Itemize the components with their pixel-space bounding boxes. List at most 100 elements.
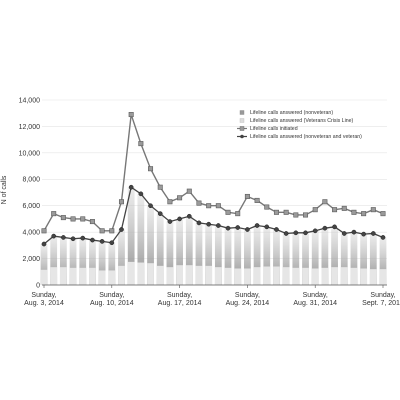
point-initiated (264, 204, 270, 210)
bar-nonveteran (79, 238, 87, 285)
point-initiated (380, 211, 386, 217)
legend-swatch-square (239, 118, 245, 123)
bar-vcl (292, 267, 300, 285)
point-initiated (254, 197, 260, 203)
bar-nonveteran (166, 221, 174, 285)
point-initiated (109, 228, 115, 234)
bar-vcl (79, 267, 87, 285)
point-initiated (157, 184, 163, 190)
point-answered (322, 225, 328, 231)
point-answered (254, 223, 260, 228)
bar-vcl (195, 265, 203, 285)
point-initiated (167, 199, 173, 205)
bar-vcl (244, 268, 251, 285)
bar-nonveteran (214, 225, 222, 285)
x-tick-label-line2: Aug. 24, 2014 (226, 300, 270, 307)
bar-nonveteran (282, 233, 290, 285)
bar-vcl (127, 261, 135, 285)
bar-nonveteran (311, 230, 319, 285)
point-answered (274, 227, 279, 232)
bar-nonveteran (234, 227, 242, 285)
bar-nonveteran (147, 205, 154, 285)
x-tick-label-line1: Sunday, (370, 292, 395, 299)
bar-nonveteran (40, 244, 48, 285)
y-axis-label: N of calls (1, 175, 8, 204)
x-tick-label-line2: Aug. 10, 2014 (90, 300, 134, 307)
point-initiated (351, 209, 357, 215)
point-initiated (80, 216, 86, 222)
bar-vcl (282, 267, 290, 285)
line-initiated (43, 114, 384, 232)
point-initiated (235, 211, 241, 217)
point-answered (370, 231, 376, 236)
point-initiated (312, 207, 318, 213)
point-answered (177, 216, 182, 222)
point-answered (341, 231, 347, 236)
point-answered (90, 237, 95, 243)
y-ticks: 0 2,000 4,000 6,000 8,000 10,000 12,000 14,000 (19, 97, 41, 289)
point-initiated (341, 205, 347, 211)
point-answered (303, 230, 308, 236)
point-answered (215, 223, 221, 228)
bar-nonveteran (156, 213, 164, 285)
point-initiated (128, 112, 134, 118)
point-initiated (138, 141, 144, 147)
x-tick-label-line1: Sunday, (99, 292, 124, 299)
point-initiated (196, 200, 202, 206)
point-answered (361, 231, 366, 237)
point-initiated (118, 199, 124, 205)
x-tick-label-line1: Sunday, (303, 292, 328, 299)
bar-nonveteran (127, 187, 135, 285)
point-initiated (244, 193, 250, 199)
bar-vcl (205, 265, 213, 285)
bar-vcl (253, 267, 261, 285)
bar-vcl (360, 268, 368, 285)
legend-label: Lifeline calls initiated (250, 126, 298, 132)
point-answered (157, 211, 163, 216)
point-answered (235, 225, 241, 230)
y-tick-label: 6,000 (22, 203, 40, 210)
bar-nonveteran (69, 238, 77, 285)
point-initiated (370, 207, 376, 213)
bar-nonveteran (292, 232, 300, 285)
bar-vcl (59, 267, 67, 285)
y-tick-label: 10,000 (19, 150, 41, 157)
bar-nonveteran (98, 241, 106, 285)
bar-nonveteran (253, 225, 261, 285)
bar-nonveteran (379, 237, 387, 285)
legend-swatch-square-marker (239, 126, 245, 131)
bar-vcl (273, 266, 280, 285)
point-answered (245, 227, 250, 232)
x-tick-label-line2: Aug. 31, 2014 (293, 300, 337, 307)
bar-nonveteran (321, 228, 329, 285)
bar-vcl (369, 269, 377, 285)
bar-nonveteran (205, 224, 213, 285)
x-tick-label-line1: Sunday, (235, 292, 260, 299)
bar-vcl (224, 267, 232, 285)
point-answered (138, 191, 144, 197)
point-answered (332, 224, 337, 230)
point-answered (380, 235, 386, 240)
bar-nonveteran (176, 218, 183, 285)
legend-swatch-square (239, 110, 245, 115)
point-answered (186, 213, 192, 219)
bar-vcl (185, 265, 193, 285)
y-tick-label: 4,000 (22, 230, 40, 237)
bar-nonveteran (244, 229, 251, 285)
bar-nonveteran (350, 232, 358, 285)
legend-label: Lifeline calls answered (nonveteran) (250, 110, 333, 116)
bar-vcl (302, 267, 309, 285)
bar-nonveteran (369, 233, 377, 285)
y-tick-label: 0 (36, 282, 40, 289)
point-initiated (293, 212, 299, 218)
bar-vcl (147, 263, 154, 285)
y-tick-label: 2,000 (22, 256, 40, 263)
bar-vcl (350, 267, 358, 285)
point-initiated (148, 166, 154, 172)
point-initiated (206, 203, 212, 209)
point-answered (264, 224, 270, 230)
bar-vcl (340, 267, 348, 285)
bar-vcl (311, 268, 319, 285)
x-tick-label-line1: Sunday, (31, 292, 56, 299)
